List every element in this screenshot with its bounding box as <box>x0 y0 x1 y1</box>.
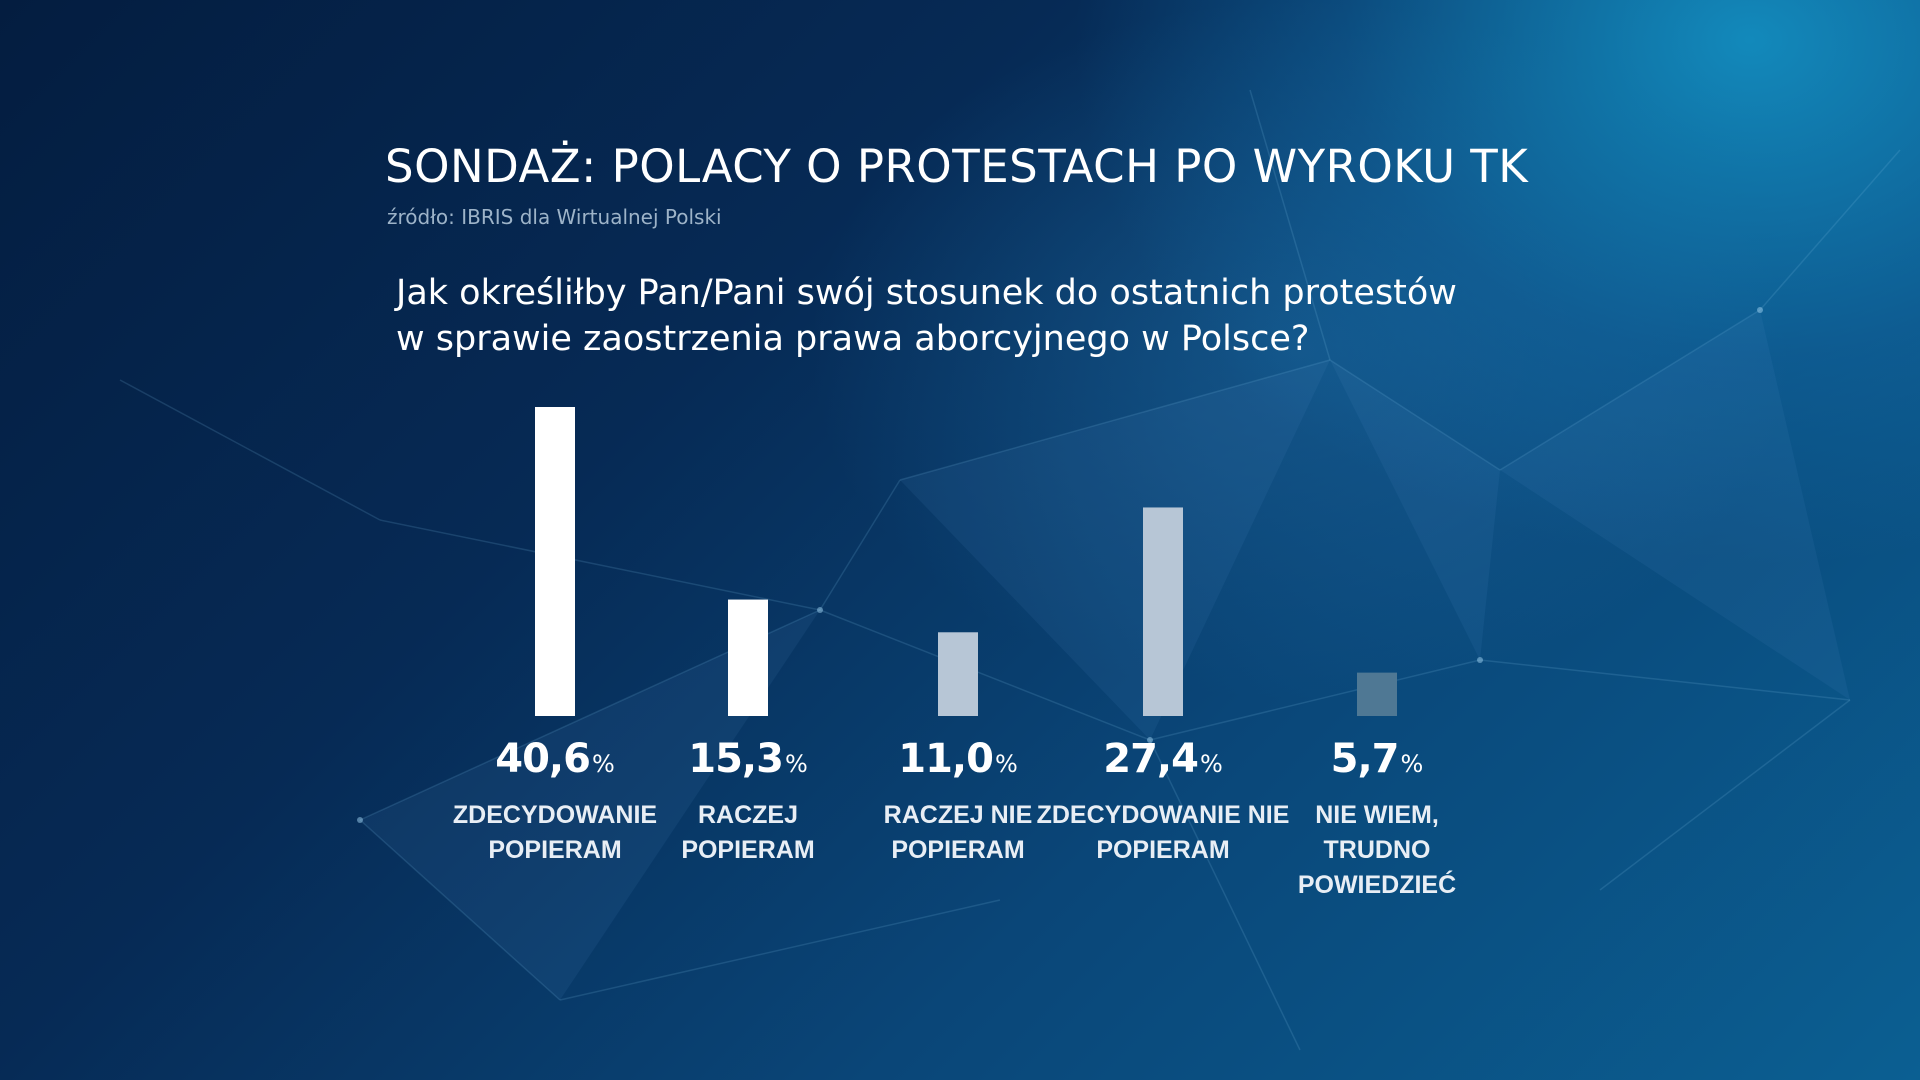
data-label-unit-1: % <box>591 750 615 778</box>
data-label-3: 11,0% <box>838 736 1078 782</box>
data-label-value-1: 40,6 <box>495 736 591 782</box>
bar-1 <box>535 407 575 716</box>
chart-title: SONDAŻ: POLACY O PROTESTACH PO WYROKU TK <box>385 140 1529 193</box>
survey-question-line-1: Jak określiłby Pan/Pani swój stosunek do… <box>396 273 1457 313</box>
data-label-value-3: 11,0 <box>898 736 994 782</box>
data-label-unit-3: % <box>994 750 1018 778</box>
survey-question: Jak określiłby Pan/Pani swój stosunek do… <box>396 270 1596 362</box>
category-label-4: ZDECYDOWANIE NIE POPIERAM <box>1036 801 1290 864</box>
data-label-1: 40,6% <box>435 736 675 782</box>
data-label-value-4: 27,4 <box>1103 736 1199 782</box>
category-label-5: NIE WIEM, TRUDNO POWIEDZIEĆ <box>1297 801 1457 899</box>
bar-5 <box>1357 672 1397 716</box>
data-label-value-5: 5,7 <box>1330 736 1400 782</box>
category-label-1: ZDECYDOWANIE POPIERAM <box>452 801 658 864</box>
data-label-4: 27,4% <box>1043 736 1283 782</box>
data-label-unit-2: % <box>784 750 808 778</box>
chart-source: źródło: IBRIS dla Wirtualnej Polski <box>387 205 722 229</box>
data-label-2: 15,3% <box>628 736 868 782</box>
data-label-5: 5,7% <box>1257 736 1497 782</box>
data-label-unit-5: % <box>1400 750 1424 778</box>
data-label-value-2: 15,3 <box>688 736 784 782</box>
bar-2 <box>728 599 768 716</box>
data-label-unit-4: % <box>1199 750 1223 778</box>
bar-4 <box>1143 507 1183 716</box>
survey-question-line-2: w sprawie zaostrzenia prawa aborcyjnego … <box>396 319 1310 359</box>
bar-3 <box>938 632 978 716</box>
category-label-3: RACZEJ NIE POPIERAM <box>883 801 1033 864</box>
category-label-2: RACZEJ POPIERAM <box>681 801 815 864</box>
